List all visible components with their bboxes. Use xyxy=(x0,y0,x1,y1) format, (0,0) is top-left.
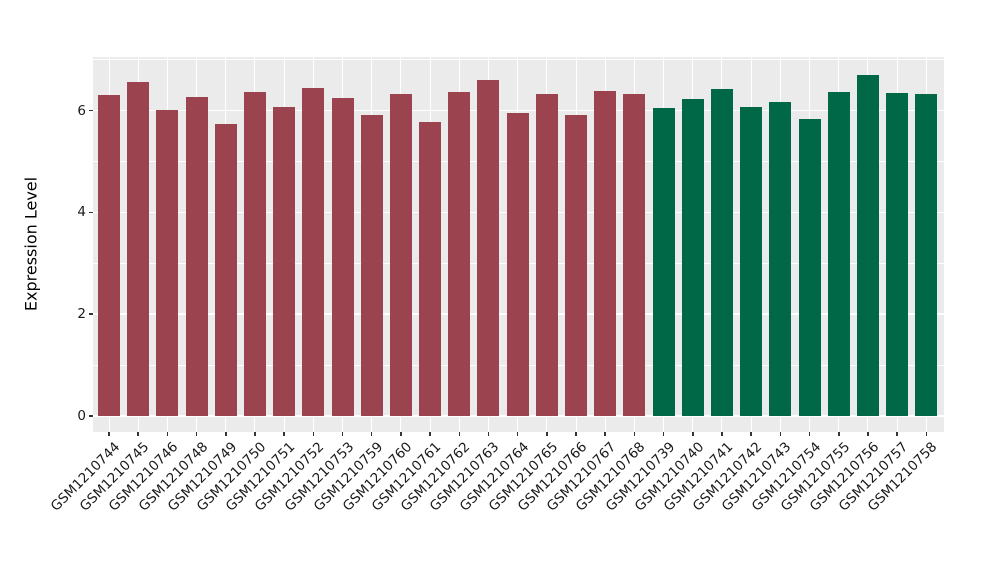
x-tick-mark xyxy=(108,432,110,436)
x-tick-mark xyxy=(838,432,840,436)
x-tick-mark xyxy=(225,432,227,436)
x-tick-mark xyxy=(370,432,373,436)
bar-GSM1210743 xyxy=(769,101,792,416)
bar-GSM1210765 xyxy=(535,94,558,416)
plot-panel xyxy=(92,57,944,432)
bar-GSM1210742 xyxy=(740,106,763,416)
x-tick-mark xyxy=(779,432,782,436)
y-tick-mark xyxy=(88,415,93,417)
y-tick-mark xyxy=(88,109,93,112)
bar-GSM1210746 xyxy=(156,109,179,416)
x-tick-mark xyxy=(662,432,665,436)
x-tick-mark xyxy=(283,432,285,436)
bar-GSM1210749 xyxy=(214,123,237,416)
bar-GSM1210741 xyxy=(710,88,733,416)
bar-GSM1210739 xyxy=(652,107,675,416)
x-tick-mark xyxy=(896,432,898,436)
y-tick-label: 0 xyxy=(77,407,86,424)
x-tick-mark xyxy=(341,432,344,436)
bar-GSM1210745 xyxy=(127,82,150,416)
x-tick-mark xyxy=(458,432,461,436)
bar-GSM1210760 xyxy=(389,93,412,416)
x-tick-mark xyxy=(137,432,139,436)
x-tick-mark xyxy=(721,432,723,436)
bar-GSM1210761 xyxy=(419,122,442,416)
bar-GSM1210766 xyxy=(565,115,588,416)
y-tick-label: 2 xyxy=(77,306,86,323)
bar-GSM1210757 xyxy=(886,93,909,416)
bar-GSM1210768 xyxy=(623,93,646,416)
y-tick-mark xyxy=(88,211,93,214)
bar-GSM1210764 xyxy=(506,113,529,416)
bar-GSM1210751 xyxy=(273,107,296,416)
bar-GSM1210740 xyxy=(681,99,704,416)
x-tick-mark xyxy=(429,432,431,436)
x-tick-mark xyxy=(633,432,636,436)
y-tick-label: 6 xyxy=(77,102,86,119)
y-tick-mark xyxy=(88,313,93,315)
x-tick-mark xyxy=(312,432,315,436)
bar-GSM1210756 xyxy=(856,74,879,416)
bar-GSM1210754 xyxy=(798,119,821,416)
x-tick-mark xyxy=(925,432,928,436)
bar-GSM1210748 xyxy=(185,96,208,416)
x-tick-mark xyxy=(195,432,198,436)
x-tick-mark xyxy=(487,432,490,436)
bar-GSM1210758 xyxy=(915,93,938,416)
x-tick-mark xyxy=(808,432,811,436)
x-tick-mark xyxy=(516,432,519,436)
bar-GSM1210753 xyxy=(331,98,354,416)
x-tick-mark xyxy=(546,432,548,436)
x-tick-mark xyxy=(867,432,869,436)
bar-GSM1210762 xyxy=(448,91,471,416)
bar-GSM1210752 xyxy=(302,88,325,416)
bar-GSM1210750 xyxy=(243,92,266,416)
bar-GSM1210767 xyxy=(594,90,617,416)
y-axis-title: Expression Level xyxy=(21,176,41,312)
bar-GSM1210759 xyxy=(360,114,383,416)
bar-GSM1210755 xyxy=(827,91,850,416)
bar-GSM1210744 xyxy=(98,95,120,416)
y-tick-label: 4 xyxy=(77,204,86,221)
x-tick-mark xyxy=(400,432,402,436)
x-tick-mark xyxy=(604,432,606,436)
x-tick-mark xyxy=(254,432,256,436)
bar-GSM1210763 xyxy=(477,80,500,416)
y-minor-gridline xyxy=(92,59,944,61)
x-tick-mark xyxy=(166,432,169,436)
x-tick-mark xyxy=(750,432,752,436)
y-major-gridline xyxy=(92,109,944,112)
x-tick-mark xyxy=(575,432,577,436)
x-tick-mark xyxy=(692,432,694,436)
y-major-gridline xyxy=(92,415,944,417)
